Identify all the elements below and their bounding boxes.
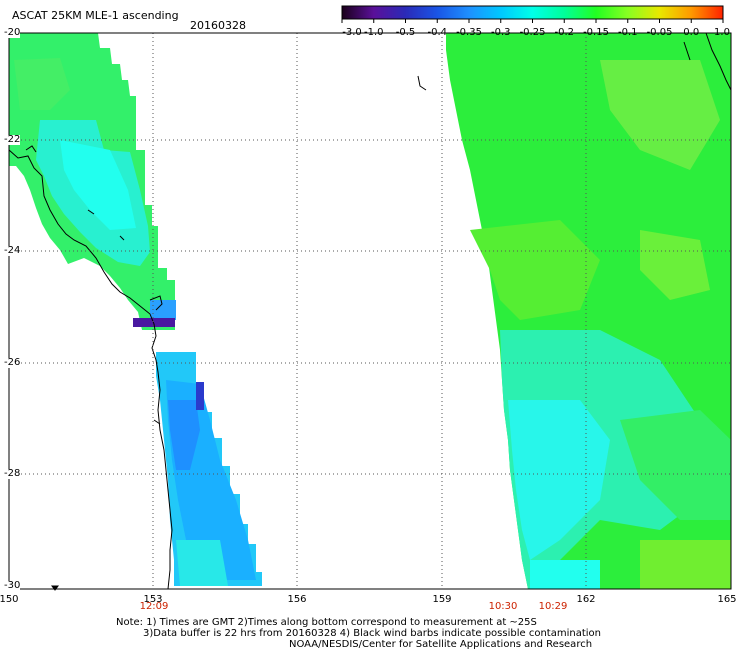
chart-title: ASCAT 25KM MLE-1 ascending <box>12 9 179 22</box>
colorbar-label: -0.15 <box>583 27 609 38</box>
colorbar-label: -0.4 <box>427 27 448 38</box>
colorbar-label: -0.25 <box>519 27 546 38</box>
footer-note-1: Note: 1) Times are GMT 2)Times along bot… <box>116 617 537 628</box>
lon-label: 150 <box>0 594 19 605</box>
pass-time: 12:09 <box>139 601 169 612</box>
colorbar-label: -1.0 <box>363 27 384 38</box>
eastern-swath <box>446 33 731 589</box>
lon-label: 162 <box>576 594 596 605</box>
colorbar-label: -3.0 <box>342 27 362 38</box>
colorbar-gradient <box>341 5 724 20</box>
lat-label: -22 <box>4 134 21 145</box>
lat-label: -28 <box>4 468 21 479</box>
colorbar-label: -0.35 <box>456 27 482 38</box>
colorbar-label: 0.0 <box>683 27 700 38</box>
chart-date: 20160328 <box>190 19 246 32</box>
colorbar-label: -0.5 <box>395 27 416 38</box>
western-swath <box>9 33 262 586</box>
colorbar-label: 1.0 <box>714 27 730 38</box>
pass-time: 10:29 <box>538 601 568 612</box>
lon-label: 156 <box>287 594 307 605</box>
colorbar <box>341 5 724 23</box>
colorbar-label: -0.3 <box>490 27 511 38</box>
footer-note-2: 3)Data buffer is 22 hrs from 20160328 4)… <box>143 628 601 639</box>
footer-credit: NOAA/NESDIS/Center for Satellite Applica… <box>289 639 593 650</box>
colorbar-label: -0.05 <box>646 27 673 38</box>
grid-lines <box>9 33 731 589</box>
lon-label: 159 <box>432 594 452 605</box>
anomaly-band <box>133 318 175 327</box>
colorbar-label: -0.1 <box>617 27 638 38</box>
colorbar-label: -0.2 <box>554 27 575 38</box>
lat-label: -26 <box>4 357 21 368</box>
lon-label: 153 <box>143 594 163 605</box>
map-frame <box>8 32 732 590</box>
lon-label: 165 <box>717 594 737 605</box>
coastline <box>8 32 732 591</box>
lat-label: -30 <box>4 580 21 591</box>
lat-label: -24 <box>4 245 21 256</box>
lat-label: -20 <box>4 27 21 38</box>
pass-time: 10:30 <box>488 601 518 612</box>
